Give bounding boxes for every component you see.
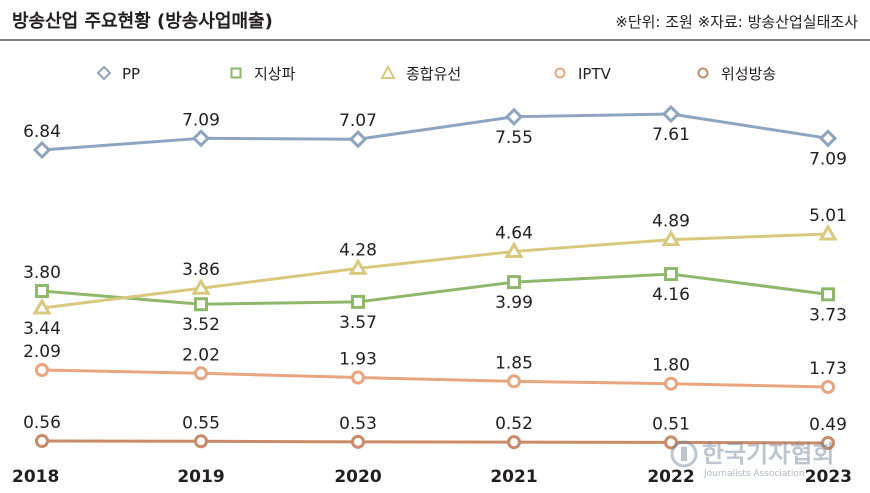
data-point (664, 376, 678, 391)
series-line-3 (41, 368, 829, 389)
legend-item-4: 위성방송 (697, 65, 776, 83)
watermark-name: 한국기자협회 (702, 440, 834, 468)
data-point (504, 241, 524, 258)
data-label: 7.09 (182, 110, 220, 130)
data-point (191, 129, 211, 148)
data-point (507, 435, 521, 450)
data-label: 3.52 (182, 315, 220, 335)
data-point (351, 370, 365, 385)
legend-marker-square-icon (230, 67, 242, 79)
x-tick-label: 2019 (177, 467, 224, 487)
x-axis: 2018 2019 2020 2021 2022 2023 (12, 467, 852, 487)
series-markers (32, 104, 838, 450)
data-label: 1.73 (809, 359, 847, 379)
series-lines (41, 112, 829, 445)
legend-marker-circle-icon (554, 67, 566, 79)
data-label: 0.52 (495, 414, 533, 434)
data-point (504, 107, 524, 126)
legend-item-3: IPTV (554, 65, 612, 83)
data-label: 1.85 (495, 353, 533, 373)
legend-label: 종합유선 (406, 65, 461, 83)
data-point (821, 380, 835, 394)
data-label: 0.49 (809, 415, 847, 435)
data-label: 3.44 (23, 319, 61, 339)
data-point (351, 434, 365, 449)
data-label: 4.16 (652, 285, 690, 305)
data-label: 3.99 (495, 293, 533, 313)
legend-item-2: 종합유선 (380, 64, 461, 83)
legend-item-1: 지상파 (230, 65, 296, 83)
x-tick-label: 2018 (12, 467, 59, 487)
legend-label: PP (122, 65, 140, 83)
legend-label: 지상파 (254, 65, 296, 83)
data-point (664, 267, 678, 282)
chart-note: ※단위: 조원 ※자료: 방송산업실태조사 (615, 13, 858, 31)
watermark-sub: Journalists Association (703, 469, 805, 479)
data-label: 4.89 (652, 212, 690, 232)
data-label: 3.57 (339, 313, 377, 333)
data-labels: 6.84 7.09 7.07 7.55 7.61 7.09 3.80 3.52 3.57 3.99… (23, 110, 847, 435)
data-point (194, 434, 208, 449)
series-line-1 (41, 272, 829, 306)
data-label: 5.01 (809, 206, 847, 226)
data-point (821, 287, 835, 302)
data-point (507, 374, 521, 389)
data-label: 6.84 (23, 122, 61, 142)
data-point (821, 436, 835, 450)
x-tick-label: 2020 (334, 467, 381, 487)
data-point (194, 366, 208, 381)
data-label: 0.55 (182, 413, 220, 433)
data-point (664, 435, 678, 450)
legend: PP 지상파 종합유선 IPTV 위성방송 (96, 64, 776, 83)
data-point (35, 363, 49, 377)
data-label: 2.09 (23, 342, 61, 362)
data-label: 4.28 (339, 240, 377, 260)
data-point (191, 278, 211, 295)
legend-marker-diamond-icon (96, 65, 112, 81)
data-label: 4.64 (495, 223, 533, 243)
data-label: 3.80 (23, 263, 61, 283)
data-point (348, 130, 368, 149)
watermark-logo-icon (670, 440, 698, 468)
data-point (35, 284, 49, 299)
x-tick-label: 2021 (490, 467, 537, 487)
legend-label: IPTV (578, 65, 612, 83)
data-point (661, 229, 681, 247)
series-line-2 (41, 232, 829, 310)
watermark: 한국기자협회 Journalists Association (670, 440, 834, 479)
data-label: 1.80 (652, 356, 690, 376)
data-label: 7.61 (652, 125, 690, 145)
data-point (194, 297, 208, 312)
data-point (507, 275, 521, 290)
data-label: 0.56 (23, 413, 61, 433)
x-tick-label: 2022 (647, 467, 694, 487)
data-point (818, 224, 838, 241)
legend-item-0: PP (96, 65, 140, 83)
data-label: 3.73 (809, 305, 847, 325)
data-label: 0.51 (652, 414, 690, 434)
legend-label: 위성방송 (721, 65, 776, 83)
legend-marker-triangle-icon (380, 64, 396, 79)
legend-marker-circle-icon (697, 67, 709, 79)
series-line-0 (41, 112, 829, 152)
data-label: 1.93 (339, 350, 377, 370)
data-point (32, 298, 52, 315)
data-point (35, 434, 49, 448)
data-label: 7.55 (495, 128, 533, 148)
data-point (818, 129, 838, 148)
series-line-4 (41, 439, 829, 445)
data-label: 7.09 (809, 149, 847, 169)
data-label: 7.07 (339, 111, 377, 131)
data-point (32, 140, 52, 160)
chart-title: 방송산업 주요현황 (방송사업매출) (12, 11, 273, 32)
x-tick-label: 2023 (805, 467, 852, 487)
data-label: 0.53 (339, 414, 377, 434)
data-label: 3.86 (182, 260, 220, 280)
data-point (348, 258, 368, 275)
data-point (661, 104, 681, 124)
data-label: 2.02 (182, 345, 220, 365)
data-point (351, 294, 365, 309)
